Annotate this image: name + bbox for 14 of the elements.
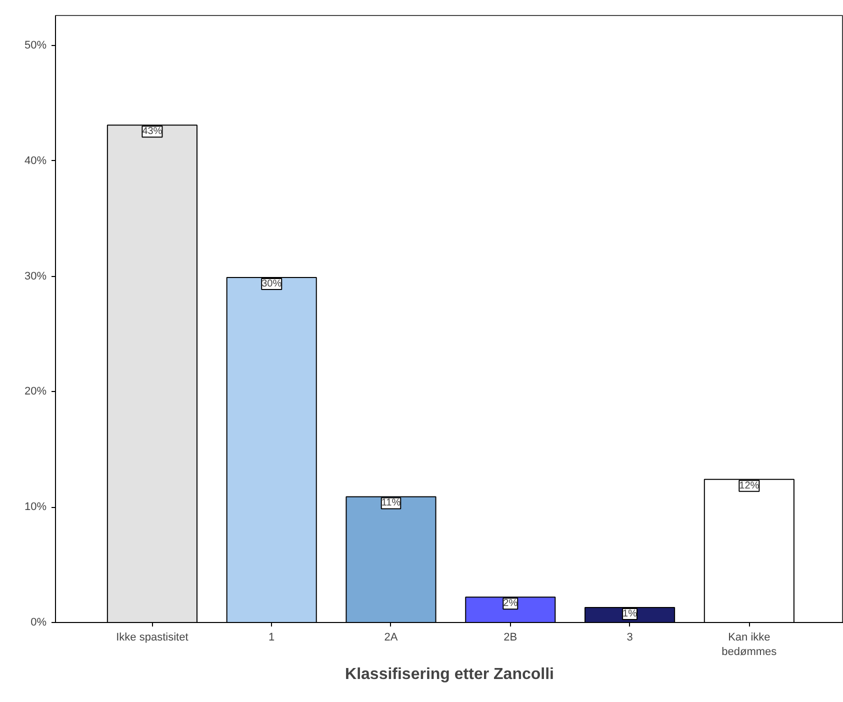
x-tick-label: 2A [384,632,398,644]
y-tick-label: 0% [30,616,47,628]
x-tick-label: 1 [268,632,275,644]
y-tick-label: 20% [24,386,47,398]
x-tick-label: Ikke spastisitet [116,632,188,644]
y-tick-label: 30% [24,270,47,282]
y-tick-label: 40% [24,154,47,167]
x-axis-title: Klassifisering etter Zancolli [345,666,554,683]
data-label: 11% [381,498,401,509]
x-tick-label: 3 [626,632,633,644]
y-tick-label: 10% [24,501,47,514]
y-tick-label: 50% [24,40,47,52]
x-tick-label: 2B [504,632,518,644]
x-tick-label: Kan ikke bedømmes [722,632,778,658]
